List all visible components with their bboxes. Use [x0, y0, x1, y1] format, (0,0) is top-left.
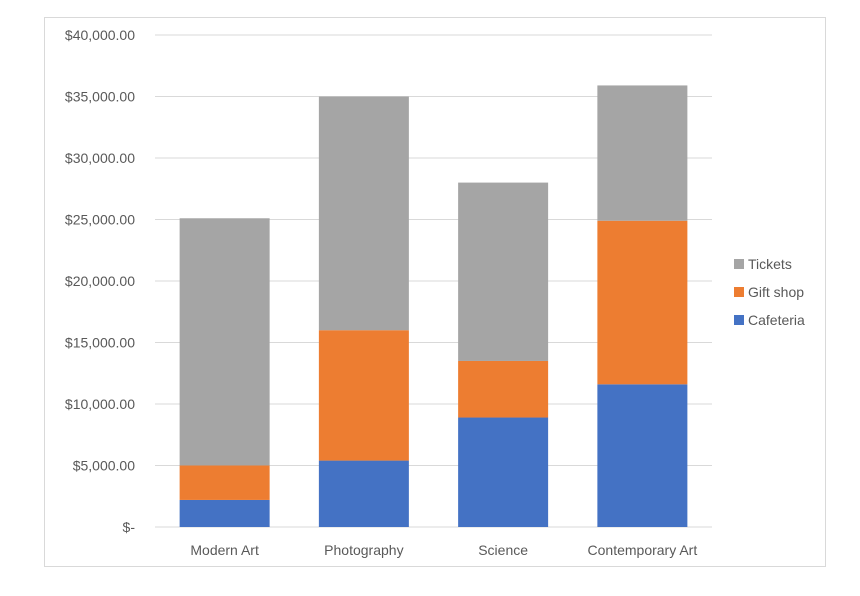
- y-tick-label: $30,000.00: [65, 150, 135, 166]
- y-tick-label: $10,000.00: [65, 396, 135, 412]
- bar-segment-tickets: [597, 85, 688, 221]
- bar-segment-cafeteria: [597, 384, 688, 527]
- legend-label: Gift shop: [748, 284, 804, 300]
- y-tick-label: $25,000.00: [65, 212, 135, 228]
- bar-segment-gift-shop: [458, 360, 549, 418]
- chart-frame: [44, 17, 826, 567]
- y-tick-label: $20,000.00: [65, 273, 135, 289]
- y-tick-label: $-: [123, 519, 136, 535]
- y-tick-label: $15,000.00: [65, 335, 135, 351]
- bar-segment-cafeteria: [179, 499, 270, 527]
- legend-swatch: [734, 259, 744, 269]
- bars: [179, 85, 688, 527]
- bar-segment-cafeteria: [318, 460, 409, 527]
- bar-segment-gift-shop: [179, 465, 270, 500]
- bar-segment-tickets: [318, 96, 409, 331]
- legend-swatch: [734, 315, 744, 325]
- legend: Tickets Gift shop Cafeteria: [734, 256, 805, 328]
- bar-segment-gift-shop: [597, 220, 688, 385]
- bar-segment-tickets: [458, 182, 549, 361]
- bar-segment-gift-shop: [318, 330, 409, 461]
- x-axis-category-labels: Modern Art Photography Science Contemporary…: [190, 542, 697, 558]
- legend-label: Cafeteria: [748, 312, 805, 328]
- x-category-label: Photography: [324, 542, 403, 558]
- y-tick-label: $35,000.00: [65, 89, 135, 105]
- bar-segment-tickets: [179, 218, 270, 466]
- bar-segment-cafeteria: [458, 417, 549, 527]
- x-category-label: Modern Art: [190, 542, 259, 558]
- legend-swatch: [734, 287, 744, 297]
- legend-label: Tickets: [748, 256, 792, 272]
- y-tick-label: $5,000.00: [73, 458, 135, 474]
- y-axis-tick-labels: $- $5,000.00 $10,000.00 $15,000.00 $20,000.0…: [65, 27, 135, 535]
- y-tick-label: $40,000.00: [65, 27, 135, 43]
- x-category-label: Contemporary Art: [588, 542, 698, 558]
- x-category-label: Science: [478, 542, 528, 558]
